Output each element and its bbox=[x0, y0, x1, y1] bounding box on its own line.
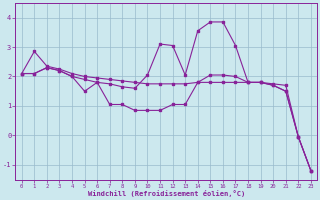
X-axis label: Windchill (Refroidissement éolien,°C): Windchill (Refroidissement éolien,°C) bbox=[88, 190, 245, 197]
